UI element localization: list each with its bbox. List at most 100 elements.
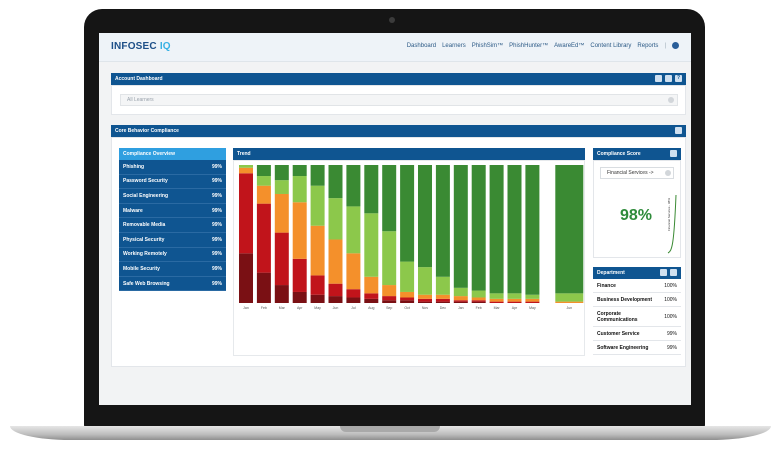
trend-bar-segment — [328, 296, 343, 303]
trend-chart: Jan Feb Mar Apr May Jun Jul Aug Sep Oct Nov Dec Jan F… — [233, 160, 585, 356]
compliance-item-label: Safe Web Browsing — [123, 280, 170, 287]
trend-bar-segment — [489, 165, 504, 294]
department-row[interactable]: Finance 100% — [593, 279, 681, 293]
nav-link-phishhunter[interactable]: PhishHunter™ — [509, 42, 549, 49]
trend-bar-segment — [382, 285, 397, 297]
compliance-overview-item[interactable]: Removable Media 99% — [119, 218, 226, 233]
trend-bar-segment — [471, 297, 486, 301]
trend-bar-segment — [555, 301, 584, 303]
laptop-base — [10, 426, 771, 440]
trend-chart-svg: Jan Feb Mar Apr May Jun Jul Aug Sep Oct Nov Dec Jan F… — [239, 165, 584, 310]
nav-link-phishsim[interactable]: PhishSim™ — [471, 42, 504, 49]
compliance-overview-item[interactable]: Physical Security 99% — [119, 232, 226, 248]
compliance-overview-item[interactable]: Social Engineering 99% — [119, 189, 226, 204]
department-row[interactable]: Software Engineering 99% — [593, 341, 681, 355]
download-icon[interactable] — [675, 127, 682, 134]
trend-bar-segment — [400, 297, 415, 301]
account-dashboard-body: All Learners — [111, 85, 686, 115]
trend-x-tick-label: Aug — [368, 306, 374, 310]
trend-bar-segment — [525, 298, 540, 302]
compliance-overview-item[interactable]: Safe Web Browsing 99% — [119, 276, 226, 292]
trend-bar-segment — [310, 185, 325, 226]
department-row[interactable]: Business Development 100% — [593, 293, 681, 307]
trend-bar-segment — [328, 165, 343, 199]
trend-bar-segment — [310, 294, 325, 303]
trend-bar-segment — [507, 301, 522, 303]
trend-bar-segment — [471, 301, 486, 303]
trend-bar-segment — [364, 213, 379, 277]
chart-icon[interactable] — [670, 150, 677, 157]
department-row[interactable]: Customer Service 99% — [593, 327, 681, 341]
compliance-overview-item[interactable]: Phishing 99% — [119, 160, 226, 175]
department-name: Corporate Communications — [597, 310, 638, 323]
trend-bar-segment — [239, 173, 253, 254]
compliance-item-value: 99% — [211, 251, 222, 258]
compliance-item-label: Mobile Security — [123, 265, 160, 272]
core-behavior-title: Core Behavior Compliance — [115, 128, 179, 134]
trend-bar-segment — [292, 176, 307, 203]
compliance-overview-item[interactable]: Malware 99% — [119, 203, 226, 219]
learner-filter-value: All Learners — [127, 97, 154, 103]
clear-icon[interactable] — [668, 97, 674, 103]
app-screen: INFOSEC IQ Dashboard Learners PhishSim™ … — [99, 33, 691, 405]
compliance-overview-item[interactable]: Working Remotely 99% — [119, 247, 226, 263]
trend-bar-segment — [555, 293, 584, 302]
info-icon[interactable] — [660, 269, 667, 276]
nav-link-reports[interactable]: Reports — [637, 42, 659, 49]
department-name: Business Development — [597, 296, 653, 303]
trend-bar-segment — [310, 225, 325, 276]
compliance-item-label: Social Engineering — [123, 192, 169, 199]
trend-bar-segment — [292, 291, 307, 303]
nav-link-learners[interactable]: Learners — [442, 42, 466, 49]
trend-x-tick-label: Mar — [494, 306, 501, 310]
trend-title: Trend — [237, 151, 251, 157]
trend-bar-segment — [435, 301, 450, 303]
trend-bar-segment — [346, 165, 361, 207]
trend-bar-segment — [364, 276, 379, 294]
department-value: 100% — [664, 296, 677, 303]
trend-bar-segment — [346, 289, 361, 298]
trend-bar-segment — [239, 165, 253, 168]
trend-bar-segment — [507, 165, 522, 294]
department-value: 99% — [666, 344, 677, 351]
nav-link-dashboard[interactable]: Dashboard — [406, 42, 437, 49]
trend-bar-segment — [382, 300, 397, 303]
learner-filter-select[interactable]: All Learners — [120, 94, 678, 106]
compliance-item-label: Working Remotely — [123, 251, 167, 258]
user-icon[interactable] — [655, 75, 662, 82]
department-row[interactable]: Corporate Communications 100% — [593, 307, 681, 327]
settings-icon[interactable] — [670, 269, 677, 276]
trend-x-tick-label: Sep — [386, 306, 392, 310]
nav-link-content-library[interactable]: Content Library — [590, 42, 632, 49]
trend-bar-segment — [435, 276, 450, 295]
trend-x-tick-label: Jun — [566, 306, 572, 310]
camera-icon — [389, 17, 395, 23]
trend-bar-segment — [364, 165, 379, 214]
trend-bar-segment — [435, 298, 450, 302]
clear-icon[interactable] — [665, 170, 671, 176]
grid-icon[interactable] — [665, 75, 672, 82]
nav-separator: | — [664, 42, 666, 49]
compliance-item-value: 99% — [211, 280, 222, 287]
trend-x-tick-label: Oct — [404, 306, 409, 310]
department-select-value: Financial Services -> — [607, 170, 654, 176]
nav-link-awareed[interactable]: AwareEd™ — [554, 42, 585, 49]
account-dashboard-header: Account Dashboard ? — [111, 73, 686, 85]
nav-links: Dashboard Learners PhishSim™ PhishHunter… — [407, 42, 679, 49]
trend-bar-segment — [418, 301, 432, 303]
compliance-overview-item[interactable]: Mobile Security 99% — [119, 262, 226, 277]
department-select[interactable]: Financial Services -> — [600, 167, 674, 179]
compliance-score-header: Compliance Score — [593, 148, 681, 160]
help-icon[interactable]: ? — [675, 75, 682, 82]
brand-logo[interactable]: INFOSEC IQ — [111, 41, 171, 52]
gear-icon[interactable] — [672, 42, 679, 49]
trend-x-tick-label: Jun — [333, 306, 339, 310]
trend-bar-segment — [256, 185, 271, 204]
compliance-overview-list: Phishing 99% Password Security 99% Social En… — [119, 160, 226, 292]
trend-bar-segment — [346, 206, 361, 254]
trend-bar-segment — [453, 296, 468, 301]
compliance-item-value: 99% — [211, 163, 222, 170]
compliance-overview-item[interactable]: Password Security 99% — [119, 174, 226, 190]
trend-bar-segment — [239, 167, 253, 174]
trend-bar-segment — [310, 165, 325, 186]
